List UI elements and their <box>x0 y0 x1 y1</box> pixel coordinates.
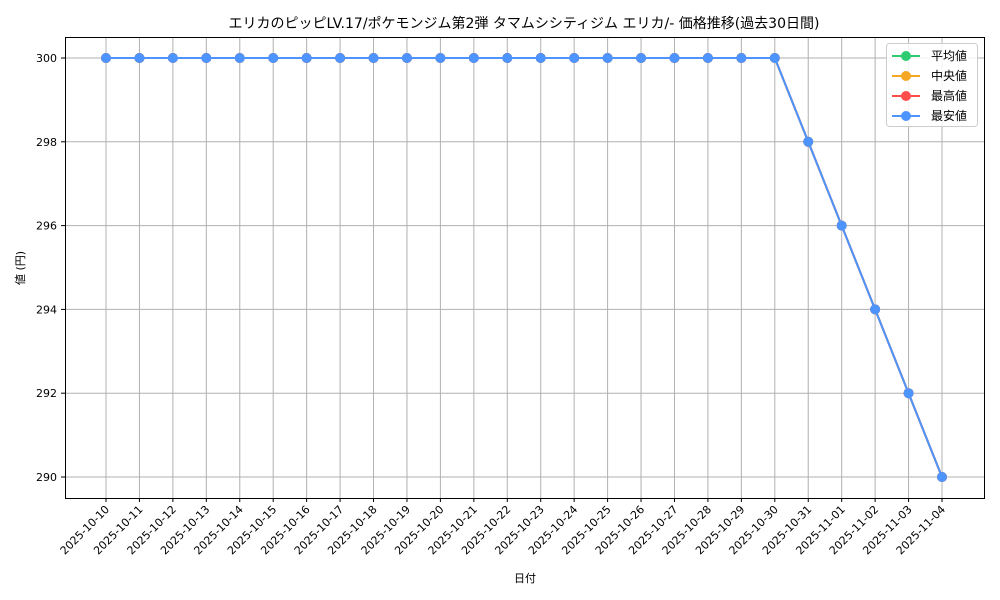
y-axis-ticks: 290 292 294 296 298 300 <box>36 52 65 484</box>
legend-label: 平均値 <box>931 48 967 63</box>
x-axis-label: 日付 <box>514 572 536 585</box>
data-point <box>234 53 245 63</box>
y-tick-label: 296 <box>36 220 57 233</box>
legend-marker-icon <box>901 51 911 61</box>
data-point <box>803 136 814 147</box>
legend-label: 最安値 <box>931 108 967 123</box>
legend-marker-icon <box>901 71 911 81</box>
data-point <box>602 53 613 63</box>
data-point <box>435 53 446 63</box>
y-tick-label: 300 <box>36 52 57 65</box>
data-point <box>569 53 580 63</box>
data-point <box>134 53 145 63</box>
series-1 <box>101 53 947 482</box>
y-tick-label: 292 <box>36 387 57 400</box>
data-point <box>836 220 847 231</box>
data-point <box>468 53 479 63</box>
series-line <box>106 57 943 478</box>
data-point <box>702 53 713 63</box>
series-lines <box>101 53 947 482</box>
data-point <box>301 53 312 63</box>
plot-frame <box>65 37 985 499</box>
data-point <box>937 472 947 482</box>
data-point <box>736 53 747 63</box>
legend-label: 中央値 <box>931 68 967 83</box>
data-point <box>636 53 647 63</box>
data-point <box>502 53 513 63</box>
y-tick-label: 294 <box>36 303 57 316</box>
data-point <box>335 53 346 63</box>
data-point <box>769 53 780 63</box>
series-line <box>106 57 943 478</box>
legend-marker-icon <box>901 91 911 101</box>
data-point <box>167 53 178 63</box>
data-point <box>268 53 279 63</box>
data-point <box>903 388 914 399</box>
series-line <box>106 57 943 478</box>
data-point <box>870 304 881 315</box>
data-point <box>201 53 212 63</box>
y-tick-label: 298 <box>36 136 57 149</box>
series-3 <box>101 53 947 482</box>
data-point <box>401 53 412 63</box>
data-point <box>669 53 680 63</box>
grid-lines <box>66 38 984 498</box>
x-axis-ticks: 2025-10-102025-10-112025-10-122025-10-13… <box>58 498 948 557</box>
series-2 <box>101 53 947 482</box>
chart-title: エリカのピッピLV.17/ポケモンジム第2弾 タマムシシティジム エリカ/- 価… <box>229 15 820 32</box>
data-point <box>535 53 546 63</box>
data-point <box>101 53 111 63</box>
series-line <box>106 57 943 478</box>
y-tick-label: 290 <box>36 471 57 484</box>
legend-label: 最高値 <box>931 88 967 103</box>
legend-box <box>886 43 978 127</box>
y-axis-label: 値 (円) <box>14 251 27 285</box>
legend-marker-icon <box>901 111 911 121</box>
series-0 <box>101 53 947 482</box>
data-point <box>368 53 379 63</box>
